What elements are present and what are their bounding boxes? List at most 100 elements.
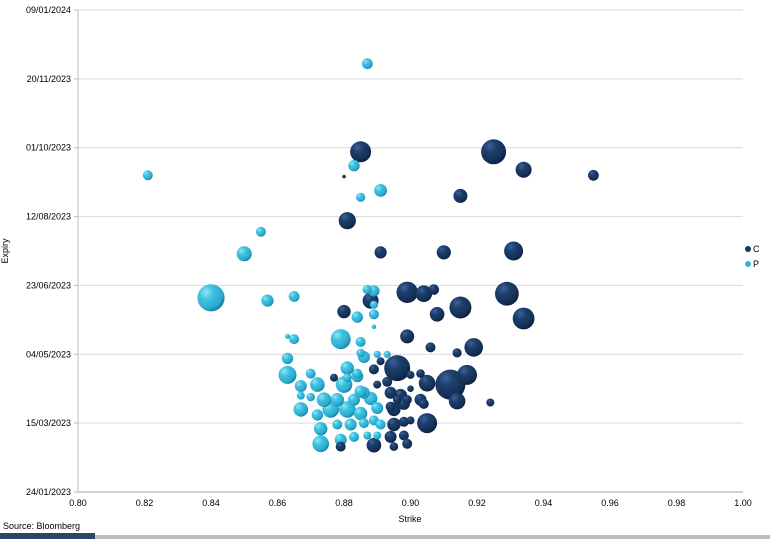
legend-label-p: P <box>753 259 759 269</box>
bubble-c <box>407 385 414 393</box>
bubble-c <box>418 374 436 392</box>
bubble-c <box>486 398 495 407</box>
gridlines <box>78 9 743 493</box>
bubble-p <box>339 401 356 418</box>
bubble-p <box>358 418 369 429</box>
x-tick-label: 0.82 <box>136 498 154 508</box>
bubble-p <box>348 159 360 172</box>
bubble-p <box>311 409 324 421</box>
bottom-strip-dark-segment <box>0 533 95 539</box>
y-tick-label: 15/03/2023 <box>26 418 71 428</box>
bubble-p <box>312 435 330 453</box>
bubble-p <box>344 418 357 431</box>
bubble-c <box>512 307 535 330</box>
bubble-c <box>495 281 519 306</box>
bubble-p <box>361 58 373 70</box>
y-tick-label: 20/11/2023 <box>27 74 71 84</box>
bubble-p <box>352 368 363 379</box>
bubble-c <box>448 392 466 410</box>
x-tick-label: 0.94 <box>535 498 553 508</box>
bubble-p <box>306 392 316 402</box>
bubble-c <box>366 437 382 453</box>
x-tick-label: 0.88 <box>335 498 353 508</box>
bubble-p <box>374 184 387 197</box>
bubble-c <box>387 417 401 432</box>
bubble-p <box>278 365 297 384</box>
bubble-p <box>285 333 290 339</box>
bubble-c <box>436 245 451 260</box>
bubble-p <box>330 329 351 350</box>
bubble-c <box>368 364 379 375</box>
x-tick-label: 0.90 <box>402 498 420 508</box>
bubble-p <box>296 391 305 400</box>
bubble-c <box>338 212 356 230</box>
bubble-c <box>428 284 440 295</box>
bubble-c <box>400 329 415 344</box>
source-note: Source: Bloomberg <box>3 521 81 531</box>
bubble-p <box>236 246 252 262</box>
y-tick-label: 24/01/2023 <box>26 487 71 497</box>
bubble-c <box>402 438 413 449</box>
bubble-p <box>281 352 294 365</box>
bubble-c <box>453 188 468 203</box>
bubble-p <box>356 348 365 358</box>
bubble-c <box>416 369 425 378</box>
legend: CP <box>745 244 760 269</box>
bubble-c <box>342 174 346 179</box>
legend-label-c: C <box>753 244 760 254</box>
bubble-c <box>398 416 409 427</box>
bubble-p <box>314 422 328 436</box>
bubble-c <box>515 161 532 178</box>
bubble-p <box>261 294 274 307</box>
bubble-c <box>373 380 382 389</box>
bubble-p <box>255 226 266 237</box>
legend-marker-p <box>745 261 751 267</box>
bubble-p <box>289 334 300 345</box>
bubble-p <box>373 431 382 440</box>
bubble-c <box>330 373 338 382</box>
bubble-c <box>449 296 472 319</box>
bubble-p <box>363 431 372 440</box>
bubble-c <box>464 338 484 357</box>
y-tick-label: 01/10/2023 <box>26 143 71 153</box>
bubble-c <box>396 281 418 303</box>
bubble-p <box>305 368 316 379</box>
bubble-c <box>382 376 393 387</box>
x-tick-label: 0.84 <box>202 498 220 508</box>
bubble-c <box>376 357 385 366</box>
bubble-c <box>337 304 351 319</box>
x-tick-label: 0.92 <box>468 498 486 508</box>
axes <box>74 9 743 493</box>
bubble-p <box>332 419 343 430</box>
bubble-c <box>418 398 429 409</box>
bubble-c <box>429 307 445 322</box>
bubble-c <box>588 169 599 181</box>
bubble-c <box>392 395 402 405</box>
bubble-c <box>389 442 399 451</box>
bottom-strip <box>0 535 770 539</box>
bubble-p <box>343 373 352 383</box>
bubble-c <box>406 370 415 379</box>
bubble-p <box>368 309 379 320</box>
bubble-c <box>384 430 397 443</box>
y-tick-label: 09/01/2024 <box>26 5 71 15</box>
bubble-c <box>350 141 372 163</box>
bubble-c <box>402 395 412 405</box>
bubble-c <box>425 342 436 353</box>
bubble-c <box>374 246 387 259</box>
x-tick-label: 0.98 <box>668 498 686 508</box>
bubble-c <box>504 241 524 261</box>
bubble-c <box>335 441 346 452</box>
y-tick-label: 12/08/2023 <box>26 212 71 222</box>
bubble-c <box>417 413 438 434</box>
x-axis-title: Strike <box>398 514 421 524</box>
bubble-c <box>406 416 415 425</box>
bubble-c <box>384 355 411 382</box>
bubbles <box>142 58 599 453</box>
y-tick-label: 23/06/2023 <box>26 280 71 290</box>
bubble-p <box>330 393 344 407</box>
bubble-p <box>310 377 325 392</box>
bubble-c <box>384 386 397 399</box>
bubble-p <box>354 385 367 398</box>
